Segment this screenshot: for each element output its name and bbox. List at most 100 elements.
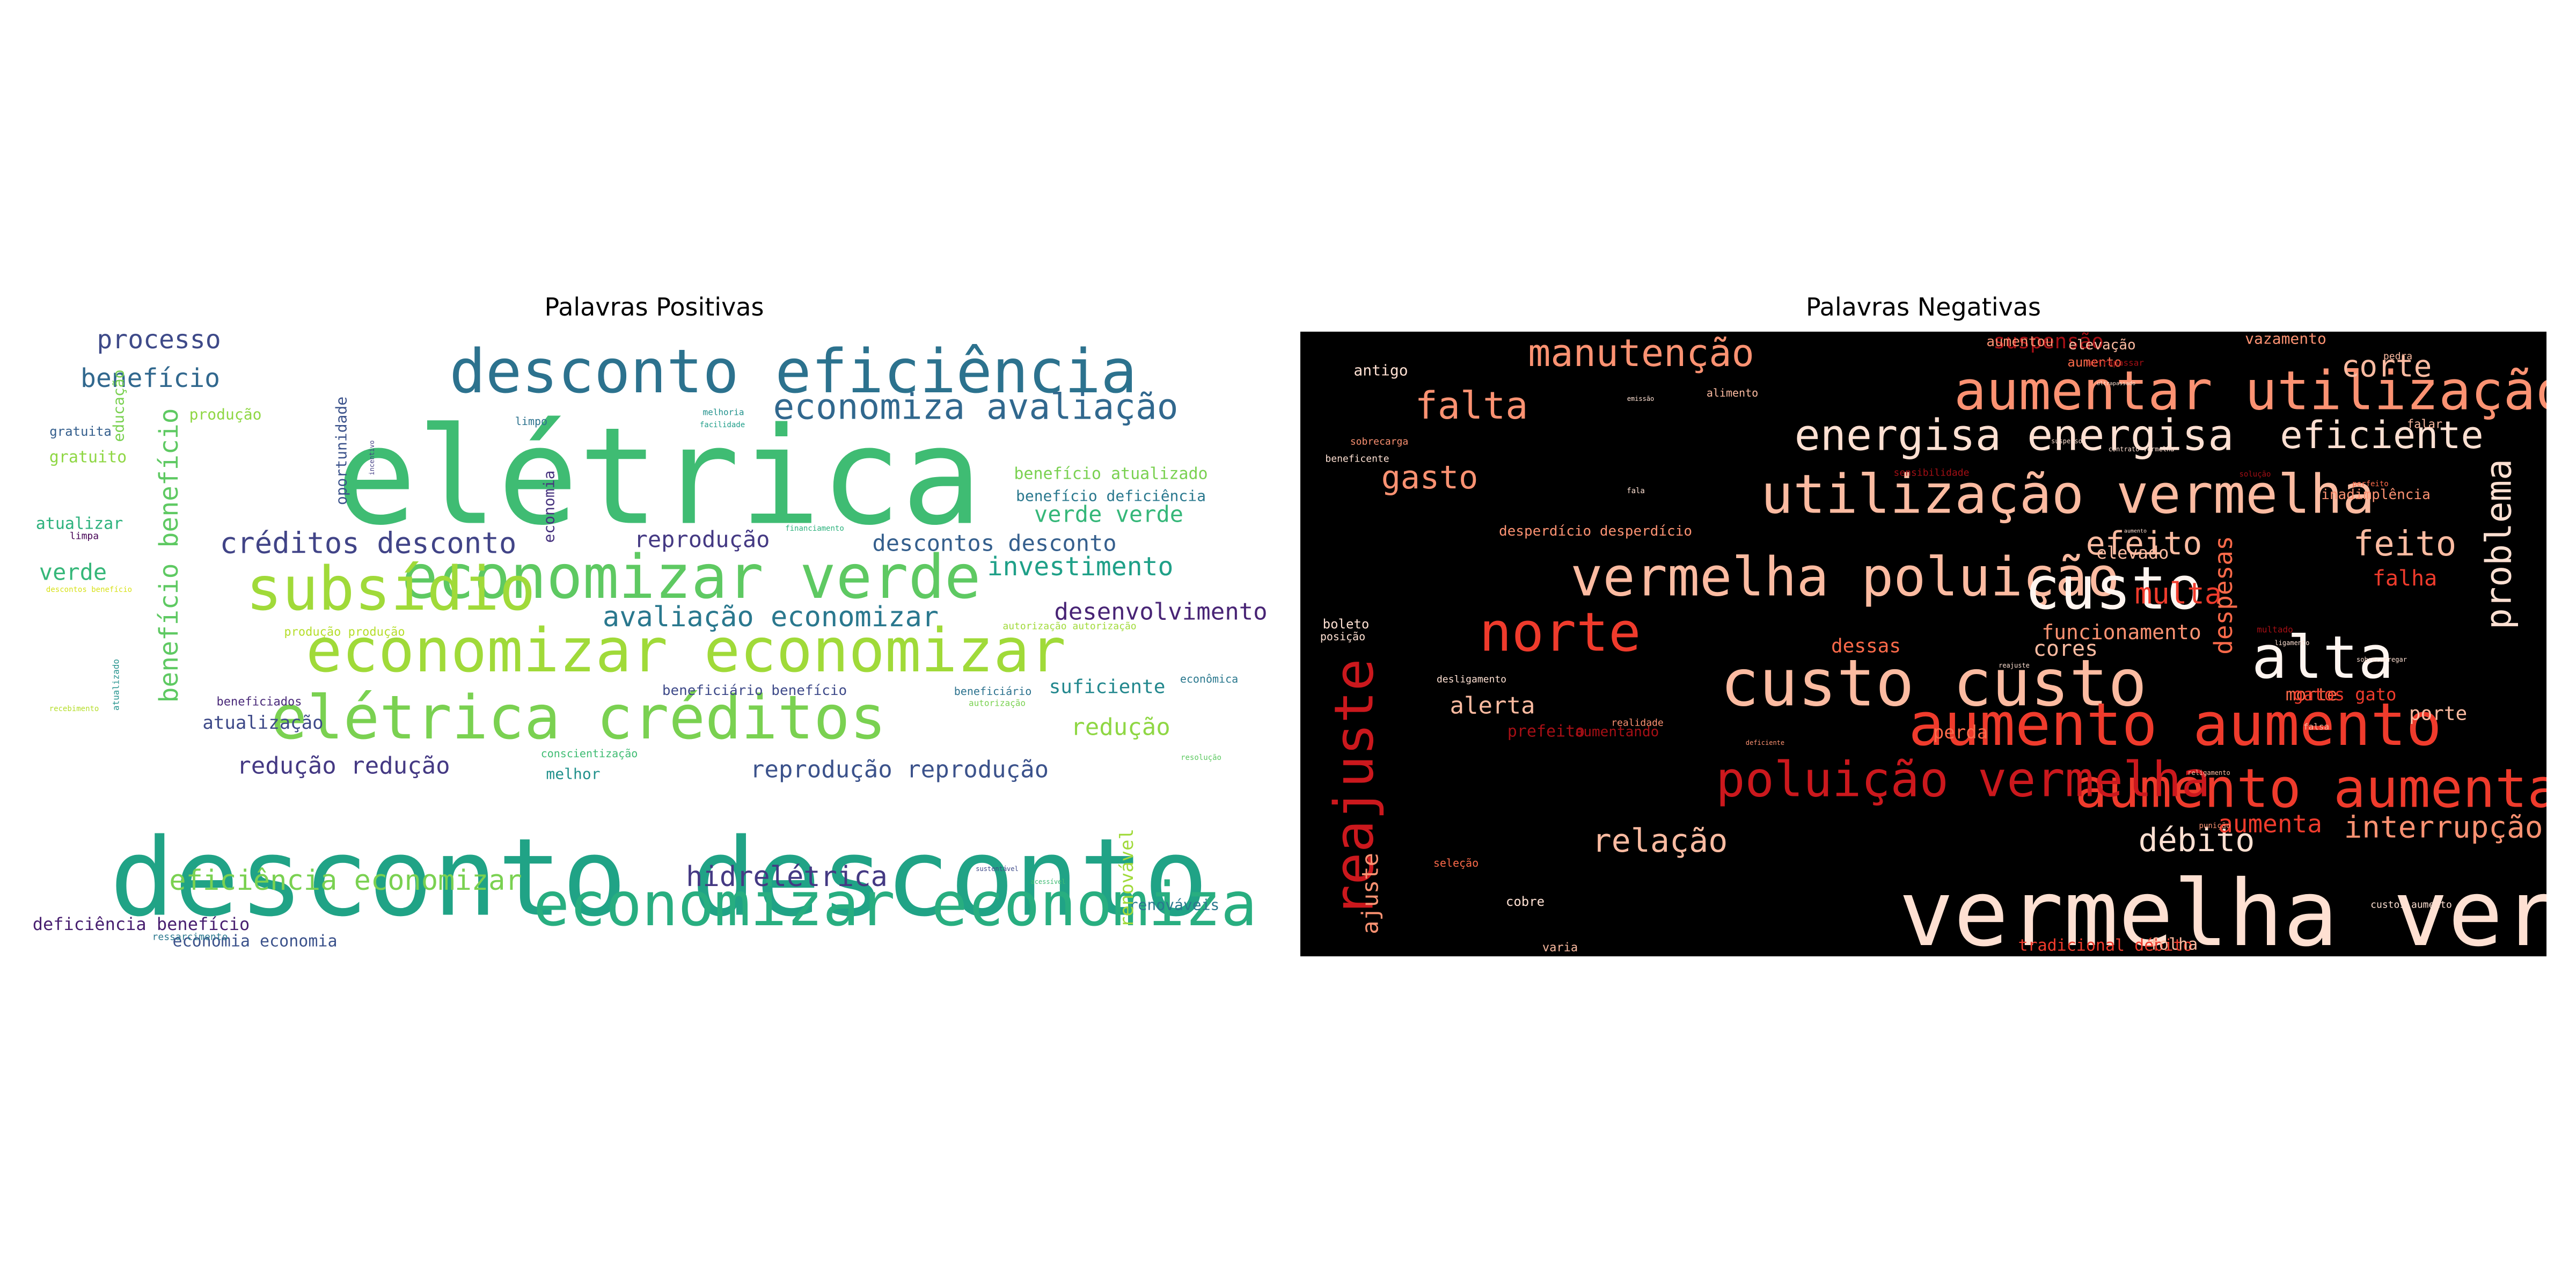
word-aumento-aumento: aumento aumento	[1908, 690, 2441, 759]
word-cobre: cobre	[1506, 894, 1545, 909]
word-sobrecarregar: sobrecarregar	[2357, 656, 2407, 663]
word-aumento-aumentar: aumento aumentar	[2075, 757, 2546, 820]
word-economia-economia: economia economia	[172, 932, 337, 951]
word-ajuste: ajuste	[1357, 853, 1384, 934]
word-multa: multa	[2135, 577, 2222, 611]
word-ultrapassado: ultrapassado	[2097, 381, 2135, 387]
word-beneficiario: beneficiário	[954, 685, 1032, 698]
word-beneficiario-beneficio: beneficiário benefício	[662, 683, 847, 699]
word-suspenso: suspenso	[2051, 437, 2082, 445]
positive-wordcloud: elétrica desconto desconto desconto eficiê…	[31, 332, 1277, 956]
word-beneficiados: beneficiados	[217, 696, 302, 709]
word-despesas: despesas	[2209, 536, 2238, 655]
word-facilidade: facilidade	[700, 421, 745, 429]
word-selecao: seleção	[1433, 857, 1479, 869]
word-boleto: boleto	[1323, 617, 1370, 632]
word-economizar-economiza: economizar economiza	[533, 870, 1257, 940]
word-funcionamento: funcionamento	[2041, 620, 2201, 644]
word-autorizacao: autorização	[969, 698, 1026, 708]
word-reajuste: reajuste	[1999, 662, 2030, 669]
word-cores: cores	[2033, 636, 2098, 661]
word-manutencao: manutenção	[1528, 332, 1754, 375]
word-descontos-beneficio: descontos benefício	[46, 586, 132, 594]
word-investimento: investimento	[987, 552, 1174, 582]
word-limpo: limpo	[515, 415, 547, 428]
word-efeito: efeito	[2086, 525, 2202, 562]
word-aumentando: aumentando	[1575, 724, 1659, 740]
word-interrupcao: interrupção	[2344, 810, 2543, 845]
word-alta: alta	[2252, 623, 2394, 692]
word-porte: porte	[2409, 703, 2467, 725]
word-sensibilidade: sensibilidade	[1894, 467, 1970, 479]
word-renovavel: renovável	[1116, 829, 1138, 927]
word-varia: varia	[1542, 941, 1578, 955]
word-fala: fala	[1627, 487, 1645, 495]
word-autorizacao-autorizacao: autorização autorização	[1002, 621, 1136, 632]
word-suspensao: suspensão	[1993, 332, 2104, 353]
word-antigo: antigo	[1353, 362, 1408, 379]
word-inadimplencia: inadimplência	[2321, 487, 2431, 503]
negative-background	[1300, 332, 2546, 956]
word-processo: processo	[97, 332, 221, 355]
word-beneficio-beneficio: benefício benefício	[154, 408, 184, 702]
word-economizar-verde: economizar verde	[402, 543, 981, 612]
word-recebimento: recebimento	[49, 705, 99, 713]
word-religamento: religamento	[2187, 769, 2230, 777]
word-utilizacao-vermelha: utilização vermelha	[1761, 463, 2375, 526]
word-deficiente: deficiente	[1746, 739, 1784, 747]
word-falta: falta	[1415, 384, 1528, 428]
word-gratuito: gratuito	[49, 448, 127, 467]
word-economica: econômica	[1180, 672, 1238, 685]
word-aumentar-utilizacao: aumentar utilização	[1954, 360, 2546, 422]
word-verde-verde: verde verde	[1034, 501, 1183, 528]
word-acessivel: acessível	[1030, 878, 1065, 885]
word-gasto: gasto	[1381, 459, 1479, 496]
word-reducao: redução	[1071, 714, 1170, 741]
word-multado: multado	[2257, 625, 2293, 635]
word-vermelha-poluicao: vermelha poluição	[1570, 546, 2120, 609]
word-norte: norte	[1479, 601, 1641, 664]
word-reproducao-reproducao: reprodução reprodução	[750, 756, 1049, 784]
word-descontos-desconto: descontos desconto	[872, 530, 1116, 557]
word-deficiencia-beneficio: deficiência benefício	[33, 914, 250, 934]
word-poluicao-vermelha: poluição vermelha	[1716, 752, 2210, 808]
positive-wordcloud-canvas: elétrica desconto desconto desconto eficiê…	[31, 332, 1277, 956]
word-atualizacao: atualização	[202, 712, 323, 734]
word-energisa-energisa: energisa energisa	[1795, 411, 2234, 460]
word-desligamento: desligamento	[1437, 674, 1506, 685]
word-corte: corte	[2341, 349, 2432, 384]
word-aumento: aumento	[2067, 355, 2121, 370]
word-punicao: punição	[2199, 822, 2230, 830]
word-emissao: emissão	[1627, 395, 1655, 402]
word-realidade: realidade	[1611, 718, 1664, 729]
word-subsidio: subsídio	[246, 554, 535, 624]
word-vazamento: vazamento	[2245, 332, 2326, 348]
word-beneficio-atualizado: benefício atualizado	[1014, 465, 1208, 484]
word-custos-aumento: custos aumento	[2370, 899, 2452, 911]
word-atualizar: atualizar	[36, 515, 123, 533]
word-folha: folha	[2149, 935, 2198, 954]
word-prefeito: prefeito	[1507, 722, 1585, 741]
word-atualizado: atualizado	[111, 659, 121, 711]
word-incentivo: incentivo	[368, 440, 376, 475]
word-dessas: dessas	[1831, 635, 1901, 657]
word-melhoria: melhoria	[702, 407, 744, 418]
word-conscientizacao: conscientização	[541, 747, 638, 760]
word-renovaveis: renováveis	[1129, 896, 1220, 914]
word-custo-custo: custo custo	[1721, 647, 2147, 721]
word-eletrica: elétrica	[336, 399, 982, 555]
word-ultrapassar: ultrapassar	[2087, 358, 2144, 368]
word-posicao: posição	[1320, 630, 1365, 643]
word-economia: economia	[540, 471, 558, 543]
word-desconto-desconto: desconto desconto	[110, 816, 1209, 941]
word-perda: perda	[1933, 722, 1988, 743]
word-producao-producao: produção produção	[284, 626, 405, 639]
word-eletrica-creditos: elétrica créditos	[271, 683, 886, 753]
word-producao: produção	[189, 406, 262, 423]
word-vermelha-vermelha: vermelha vermelha	[1899, 861, 2546, 956]
word-relacao: relação	[1592, 822, 1728, 860]
word-resolucao: resolução	[1181, 753, 1221, 762]
word-beneficio: benefício	[80, 363, 220, 393]
word-sobrecarga: sobrecarga	[1350, 436, 1408, 448]
